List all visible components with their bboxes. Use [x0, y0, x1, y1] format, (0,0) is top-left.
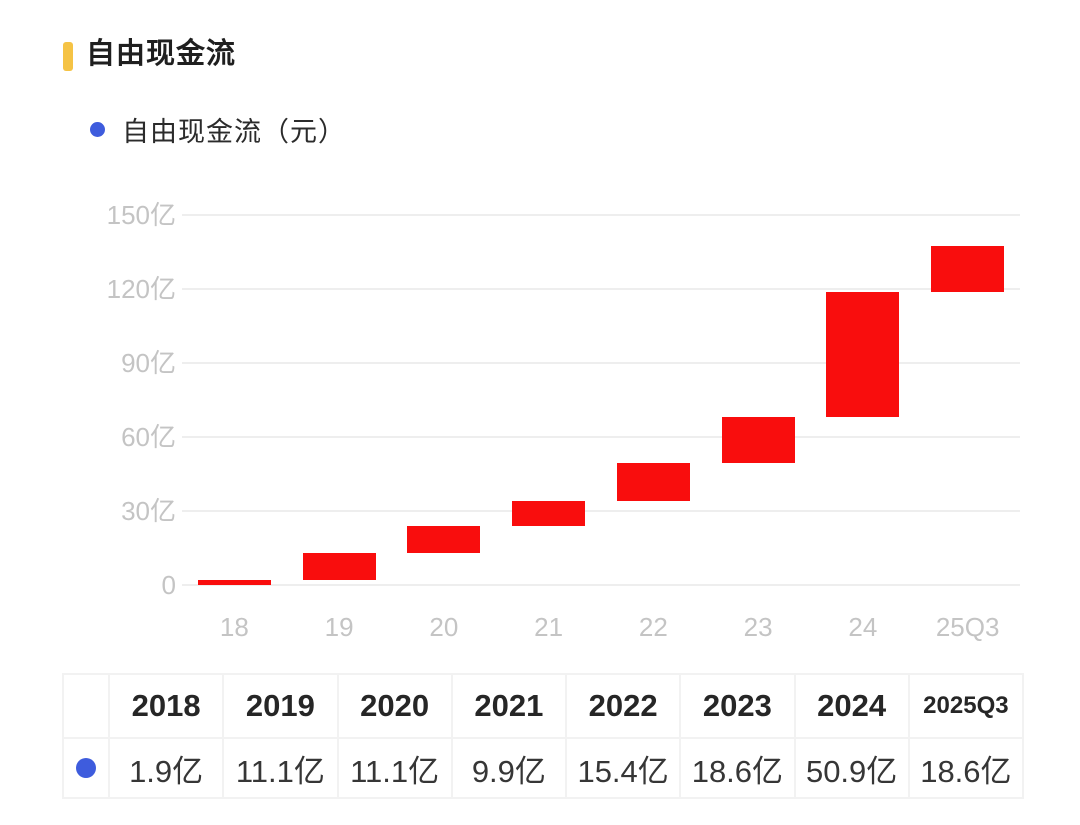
y-axis-label: 120亿 — [106, 274, 176, 304]
table-value-cell: 18.6亿 — [681, 739, 796, 799]
title-accent-bar — [63, 42, 73, 71]
y-axis-label: 0 — [161, 570, 176, 600]
table-header-cell: 2023 — [681, 675, 796, 739]
table-header-cell: 2025Q3 — [909, 675, 1024, 739]
chart-bar — [826, 291, 900, 418]
series-dot-icon — [76, 758, 96, 778]
legend-label: 自由现金流（元） — [122, 116, 346, 147]
table-series-cell — [64, 739, 110, 799]
table-header-cell: 2019 — [224, 675, 339, 739]
legend-dot-icon — [90, 121, 105, 137]
x-axis-label: 21 — [534, 612, 564, 642]
chart-bar — [197, 580, 271, 585]
table-value-row: 1.9亿 11.1亿 11.1亿 9.9亿 15.4亿 18.6亿 50.9亿 18.6亿 — [64, 739, 1024, 799]
chart-bar — [721, 417, 795, 464]
table-corner-cell — [64, 675, 110, 739]
table-value-cell: 50.9亿 — [795, 739, 910, 799]
data-table: 2018 2019 2020 2021 2022 2023 2024 2025Q3 1.9亿 1… — [62, 673, 1024, 799]
x-axis-label: 24 — [848, 612, 878, 642]
table-value-cell: 1.9亿 — [110, 739, 225, 799]
chart-bar — [616, 463, 690, 502]
gridline — [182, 510, 1020, 512]
gridline — [182, 214, 1020, 216]
y-axis-label: 30亿 — [121, 496, 176, 526]
table-header-cell: 2022 — [567, 675, 682, 739]
gridline — [182, 584, 1020, 586]
table-value-cell: 11.1亿 — [224, 739, 339, 799]
chart-bar — [512, 501, 586, 526]
x-axis-label: 19 — [324, 612, 354, 642]
gridline — [182, 288, 1020, 290]
gridline — [182, 362, 1020, 364]
x-axis-label: 20 — [429, 612, 459, 642]
table-header-cell: 2020 — [338, 675, 453, 739]
table-value-cell: 9.9亿 — [452, 739, 567, 799]
page-title: 自由现金流 — [86, 38, 237, 70]
y-axis-label: 60亿 — [121, 422, 176, 452]
x-axis-label: 22 — [638, 612, 668, 642]
gridline — [182, 436, 1020, 438]
chart-bar — [931, 245, 1005, 292]
table-value-cell: 15.4亿 — [567, 739, 682, 799]
table-header-cell: 2021 — [452, 675, 567, 739]
table-header-row: 2018 2019 2020 2021 2022 2023 2024 2025Q3 — [64, 675, 1024, 739]
table-value-cell: 11.1亿 — [338, 739, 453, 799]
legend: 自由现金流（元） — [90, 113, 346, 147]
y-axis-label: 150亿 — [106, 200, 176, 230]
table-header-cell: 2018 — [110, 675, 225, 739]
table-value-cell: 18.6亿 — [909, 739, 1024, 799]
x-axis-label: 25Q3 — [935, 612, 1000, 642]
chart-bar — [407, 525, 481, 553]
chart-bar — [302, 552, 376, 581]
x-axis-label: 18 — [219, 612, 249, 642]
y-axis-label: 90亿 — [121, 348, 176, 378]
x-axis-label: 23 — [743, 612, 773, 642]
table-header-cell: 2024 — [795, 675, 910, 739]
